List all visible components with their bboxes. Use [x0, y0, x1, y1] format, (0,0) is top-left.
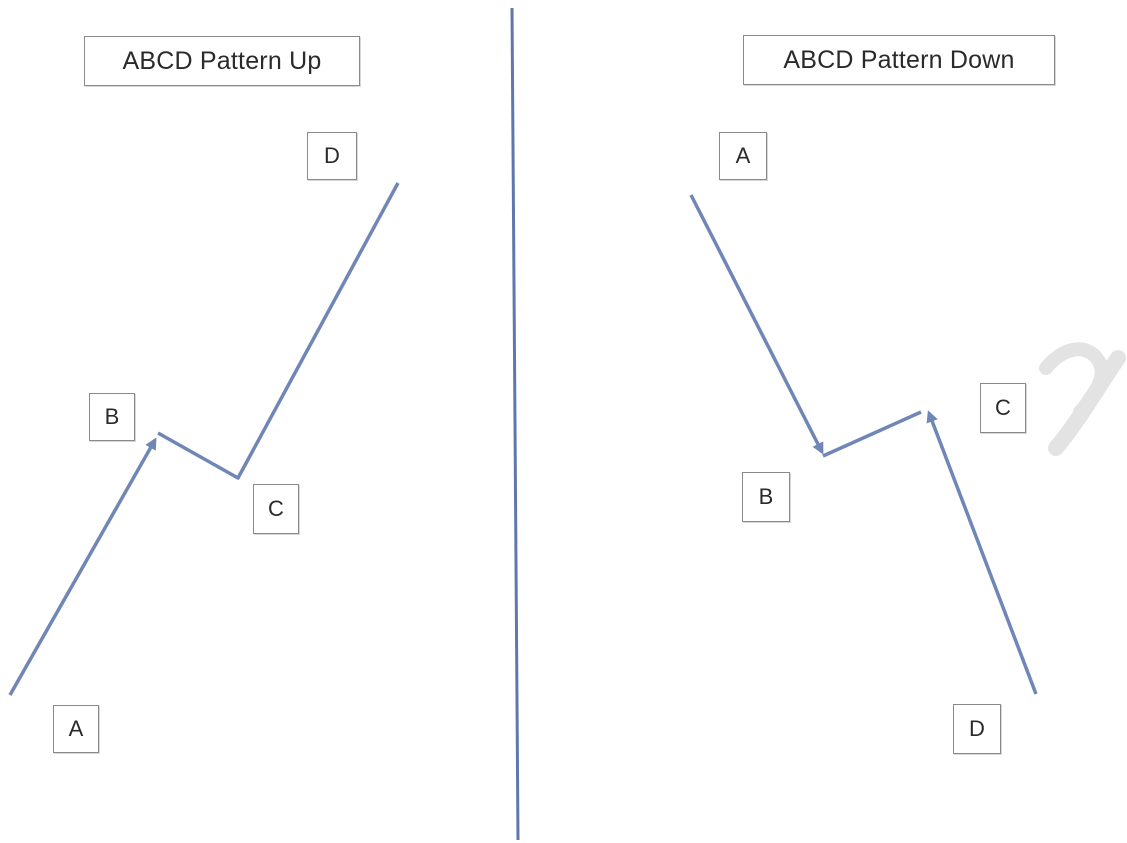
down-pattern-title: ABCD Pattern Down — [743, 35, 1055, 85]
up-point-label-b: B — [89, 393, 135, 441]
up-pattern-title: ABCD Pattern Up — [84, 36, 360, 86]
down-leg-ab-arrow — [689, 194, 824, 455]
up-point-label-c: C — [253, 484, 299, 534]
down-point-label-b: B — [742, 472, 790, 522]
down-leg-cd-line — [926, 410, 1038, 695]
down-point-label-d: D — [953, 704, 1001, 754]
down-leg-bc-line — [822, 410, 922, 458]
up-point-label-d: D — [307, 132, 357, 180]
up-leg-ab-arrow — [8, 437, 157, 696]
up-leg-bcd-line — [157, 182, 400, 480]
watermark-logo — [1039, 342, 1126, 456]
down-point-label-a: A — [719, 132, 767, 180]
up-point-label-a: A — [53, 705, 99, 753]
panel-divider — [510, 7, 520, 841]
down-point-label-c: C — [980, 383, 1026, 433]
